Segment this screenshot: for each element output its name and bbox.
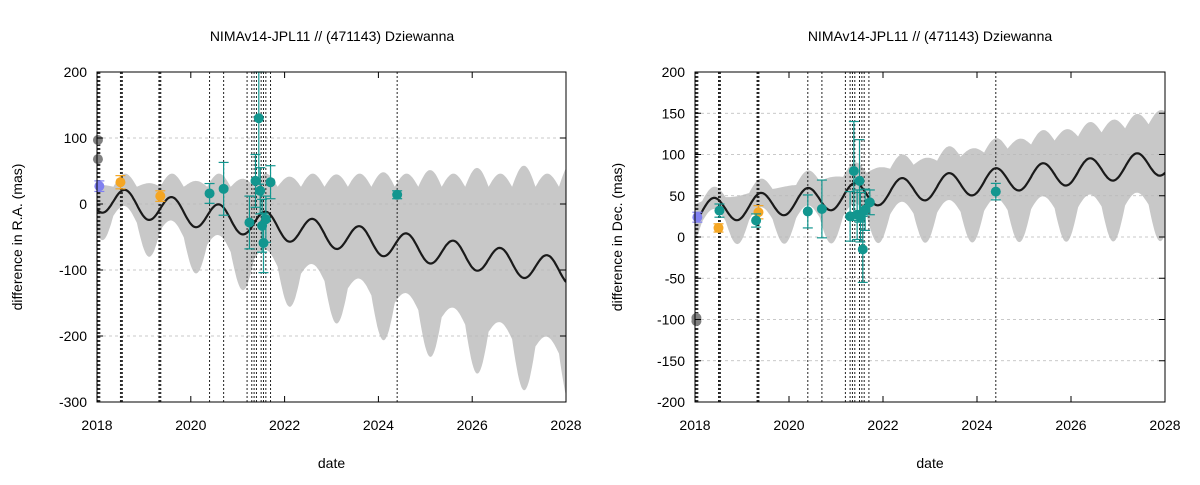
y-tick-label: -150 (657, 353, 685, 369)
x-tick-label: 2022 (867, 417, 898, 433)
y-tick-label: -200 (59, 328, 87, 344)
x-axis-label: date (318, 455, 345, 471)
y-tick-label: 0 (79, 196, 87, 212)
teal-data-point (848, 166, 859, 176)
teal-data-point (250, 175, 261, 186)
gray-data-point (92, 134, 103, 145)
dec-panel: 2018 2020 2022 2024 2026 2028 200 150 100 50 0 -50 -… (609, 28, 1181, 471)
y-tick-label: -200 (657, 394, 685, 410)
teal-data-point (816, 203, 827, 214)
x-tick-label: 2028 (550, 417, 581, 433)
y-tick-label: -100 (657, 312, 685, 328)
teal-data-point (260, 214, 271, 225)
teal-data-point (258, 237, 269, 248)
teal-data-point (255, 185, 266, 196)
gray-data-point (691, 316, 702, 327)
teal-data-point (751, 215, 762, 226)
uncertainty-band (97, 165, 566, 396)
x-tick-label: 2024 (961, 417, 992, 433)
x-tick-label: 2018 (81, 417, 112, 433)
plot-frame (96, 71, 567, 403)
teal-data-point (854, 175, 865, 186)
x-tick-label: 2020 (175, 417, 206, 433)
teal-data-point (244, 217, 255, 228)
teal-data-point (864, 197, 875, 208)
y-axis-label: difference in Dec. (mas) (609, 163, 625, 311)
teal-data-point (218, 183, 229, 194)
y-tick-label: -50 (665, 270, 685, 286)
teal-data-point (857, 244, 868, 255)
x-tick-label: 2026 (1055, 417, 1086, 433)
x-tick-label: 2026 (457, 417, 488, 433)
chart-title: NIMAv14-JPL11 // (471143) Dziewanna (210, 28, 455, 44)
gray-data-point (92, 154, 103, 165)
teal-data-point (802, 206, 813, 217)
y-tick-label: 0 (677, 229, 685, 245)
chart-title: NIMAv14-JPL11 // (471143) Dziewanna (808, 28, 1053, 44)
model-curve (97, 188, 566, 283)
x-tick-label: 2018 (679, 417, 710, 433)
x-axis-label: date (916, 455, 943, 471)
x-tick-label: 2022 (269, 417, 300, 433)
y-tick-label: -300 (59, 394, 87, 410)
x-tick-label: 2028 (1149, 417, 1180, 433)
y-tick-label: 100 (64, 130, 88, 146)
uncertainty-band (695, 110, 1165, 245)
orange-data-point (713, 222, 724, 233)
y-tick-label: 50 (669, 188, 685, 204)
teal-data-point (392, 189, 403, 200)
teal-data-point (253, 113, 264, 124)
y-tick-label: 200 (662, 64, 686, 80)
x-tick-label: 2024 (363, 417, 394, 433)
purple-data-point (692, 212, 703, 223)
teal-data-point (204, 188, 215, 199)
y-tick-label: 150 (662, 105, 686, 121)
teal-data-point (860, 204, 871, 215)
teal-data-point (714, 205, 725, 216)
model-curve (695, 152, 1165, 224)
orange-data-point (155, 191, 166, 202)
y-tick-label: 100 (662, 147, 686, 163)
purple-data-point (94, 181, 105, 192)
y-tick-label: -100 (59, 262, 87, 278)
teal-data-point (990, 186, 1001, 197)
orange-data-point (115, 177, 126, 188)
ra-panel: 2018 2020 2022 2024 2026 2028 200 100 0 -100 -200 -… (9, 28, 582, 471)
teal-data-point (265, 177, 276, 188)
y-axis-label: difference in R.A. (mas) (9, 164, 25, 311)
x-tick-label: 2020 (773, 417, 804, 433)
y-tick-label: 200 (64, 64, 88, 80)
